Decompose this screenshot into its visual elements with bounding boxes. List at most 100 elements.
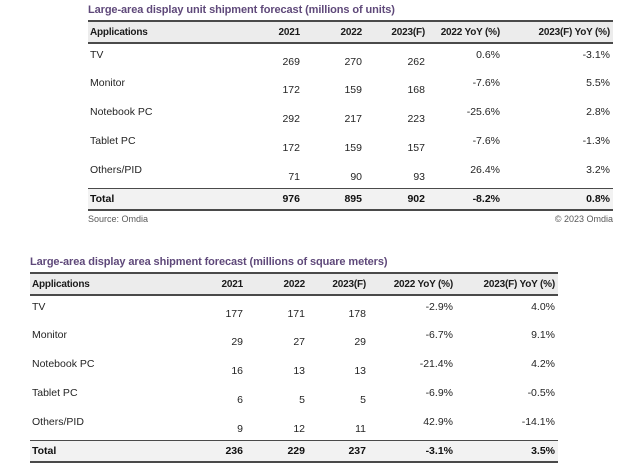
value-2023f-cell: 223: [407, 113, 425, 125]
yoy-2023f-cell: -1.3%: [582, 135, 610, 147]
application-cell: Notebook PC: [90, 106, 153, 118]
total-2022-cell: 895: [302, 187, 364, 211]
value-2023f-cell: 11: [355, 423, 366, 435]
col-header-2023f-yoy: 2023(F) YoY (%): [502, 20, 613, 44]
value-2022-cell: 5: [299, 394, 305, 406]
total-label: Total: [30, 439, 193, 463]
value-2021-cell: 9: [237, 423, 243, 435]
value-2021-cell: 29: [231, 336, 243, 348]
total-2023f-cell: 237: [307, 439, 368, 463]
value-2022-cell: 270: [344, 56, 362, 68]
yoy-2022-cell: -7.6%: [472, 135, 500, 147]
value-2023f-cell: 93: [413, 171, 425, 183]
table-row: Others/PID 9 12 11 42.9% -14.1%: [30, 411, 558, 440]
value-2021-cell: 269: [282, 56, 300, 68]
col-header-2022-yoy: 2022 YoY (%): [427, 20, 502, 44]
col-header-2023f: 2023(F): [364, 20, 427, 44]
application-cell: Tablet PC: [32, 387, 78, 399]
yoy-2023f-cell: 4.0%: [531, 301, 555, 313]
yoy-2022-cell: 42.9%: [423, 416, 453, 428]
yoy-2023f-cell: -14.1%: [521, 416, 555, 428]
area-shipment-table: Applications 2021 2022 2023(F) 2022 YoY …: [30, 272, 558, 463]
total-2021-cell: 236: [193, 439, 245, 463]
value-2021-cell: 16: [231, 365, 243, 377]
yoy-2023f-cell: 4.2%: [531, 358, 555, 370]
col-header-2023f-yoy: 2023(F) YoY (%): [455, 272, 558, 296]
value-2023f-cell: 262: [407, 56, 425, 68]
yoy-2023f-cell: 3.2%: [586, 164, 610, 176]
value-2023f-cell: 5: [360, 394, 366, 406]
application-cell: Monitor: [90, 77, 126, 89]
col-header-2021: 2021: [193, 272, 245, 296]
yoy-2023f-cell: 2.8%: [586, 106, 610, 118]
value-2022-cell: 159: [344, 142, 362, 154]
source-note: Source: Omdia: [88, 213, 149, 224]
application-cell: Others/PID: [32, 416, 84, 428]
application-cell: TV: [32, 301, 46, 313]
total-2021-cell: 976: [250, 187, 302, 211]
header-row: Applications 2021 2022 2023(F) 2022 YoY …: [30, 272, 558, 296]
value-2022-cell: 159: [344, 84, 362, 96]
total-2022-cell: 229: [245, 439, 307, 463]
table-row: Tablet PC 6 5 5 -6.9% -0.5%: [30, 382, 558, 411]
value-2021-cell: 172: [282, 142, 300, 154]
value-2023f-cell: 29: [354, 336, 366, 348]
yoy-2023f-cell: -0.5%: [527, 387, 555, 399]
copyright-note: © 2023 Omdia: [554, 213, 613, 224]
total-yoy2022-cell: -3.1%: [368, 439, 455, 463]
yoy-2022-cell: 0.6%: [476, 49, 500, 61]
col-header-2021: 2021: [250, 20, 302, 44]
value-2022-cell: 171: [287, 308, 305, 320]
table-row: Notebook PC 16 13 13 -21.4% 4.2%: [30, 353, 558, 382]
value-2022-cell: 27: [293, 336, 305, 348]
yoy-2022-cell: -6.7%: [425, 329, 453, 341]
value-2021-cell: 172: [282, 84, 300, 96]
header-row: Applications 2021 2022 2023(F) 2022 YoY …: [88, 20, 613, 44]
value-2023f-cell: 13: [354, 365, 366, 377]
total-yoy2022-cell: -8.2%: [427, 187, 502, 211]
value-2023f-cell: 178: [348, 308, 366, 320]
application-cell: Notebook PC: [32, 358, 95, 370]
table-row: Monitor 172 159 168 -7.6% 5.5%: [88, 72, 613, 101]
application-cell: Tablet PC: [90, 135, 136, 147]
value-2021-cell: 6: [237, 394, 243, 406]
table-row: Notebook PC 292 217 223 -25.6% 2.8%: [88, 101, 613, 130]
col-header-2022: 2022: [245, 272, 307, 296]
unit-shipment-forecast-section: Large-area display unit shipment forecas…: [88, 4, 613, 224]
total-yoy2023-cell: 0.8%: [502, 187, 613, 211]
value-2021-cell: 177: [225, 308, 243, 320]
total-row: Total 976 895 902 -8.2% 0.8%: [88, 187, 613, 211]
area-shipment-forecast-section: Large-area display area shipment forecas…: [30, 256, 558, 463]
application-cell: TV: [90, 49, 104, 61]
value-2023f-cell: 168: [407, 84, 425, 96]
total-row: Total 236 229 237 -3.1% 3.5%: [30, 439, 558, 463]
value-2022-cell: 12: [293, 423, 305, 435]
total-2023f-cell: 902: [364, 187, 427, 211]
col-header-applications: Applications: [88, 20, 250, 44]
unit-table-title: Large-area display unit shipment forecas…: [88, 4, 395, 16]
value-2021-cell: 292: [282, 113, 300, 125]
value-2022-cell: 90: [350, 171, 362, 183]
col-header-applications: Applications: [30, 272, 193, 296]
table-row: Tablet PC 172 159 157 -7.6% -1.3%: [88, 130, 613, 159]
yoy-2022-cell: -2.9%: [425, 301, 453, 313]
table-row: Others/PID 71 90 93 26.4% 3.2%: [88, 159, 613, 188]
yoy-2022-cell: 26.4%: [470, 164, 500, 176]
value-2023f-cell: 157: [407, 142, 425, 154]
unit-shipment-table: Applications 2021 2022 2023(F) 2022 YoY …: [88, 20, 613, 211]
yoy-2022-cell: -7.6%: [472, 77, 500, 89]
value-2021-cell: 71: [288, 171, 300, 183]
table-row: Monitor 29 27 29 -6.7% 9.1%: [30, 324, 558, 353]
application-cell: Others/PID: [90, 164, 142, 176]
total-yoy2023-cell: 3.5%: [455, 439, 558, 463]
yoy-2023f-cell: 9.1%: [531, 329, 555, 341]
table-row: TV 177 171 178 -2.9% 4.0%: [30, 295, 558, 324]
col-header-2022-yoy: 2022 YoY (%): [368, 272, 455, 296]
col-header-2022: 2022: [302, 20, 364, 44]
value-2022-cell: 217: [344, 113, 362, 125]
yoy-2022-cell: -21.4%: [419, 358, 453, 370]
yoy-2023f-cell: 5.5%: [586, 77, 610, 89]
area-table-title: Large-area display area shipment forecas…: [30, 256, 388, 268]
source-row: Source: Omdia © 2023 Omdia: [88, 214, 613, 224]
